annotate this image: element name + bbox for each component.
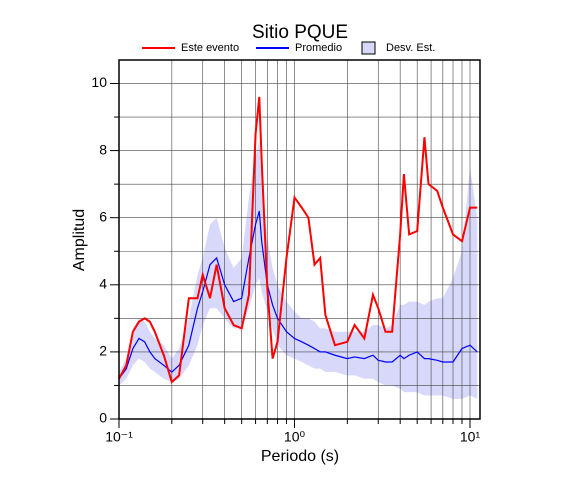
y-tick-label: 8: [99, 141, 107, 157]
x-axis-label: Periodo (s): [261, 448, 339, 465]
y-tick-label: 10: [91, 74, 107, 90]
y-tick-label: 6: [99, 208, 107, 224]
plot-frame: [118, 59, 481, 420]
x-tick-label: 10⁰: [284, 429, 306, 445]
y-tick-label: 4: [99, 275, 107, 291]
series-line: [118, 210, 478, 380]
y-tick-label: 2: [99, 343, 107, 359]
series-line: [118, 96, 478, 384]
legend-label: Este evento: [181, 42, 239, 54]
x-tick-label: 10¹: [460, 429, 481, 445]
chart-title: Sitio PQUE: [252, 22, 348, 43]
std-band: [119, 140, 478, 399]
legend-swatch: [361, 41, 376, 55]
legend-label: Desv. Est.: [386, 42, 435, 54]
x-tick-label: 10⁻¹: [105, 429, 133, 445]
legend-label: Promedio: [295, 42, 342, 54]
y-tick-label: 0: [99, 410, 107, 426]
y-axis-label: Amplitud: [71, 209, 88, 271]
